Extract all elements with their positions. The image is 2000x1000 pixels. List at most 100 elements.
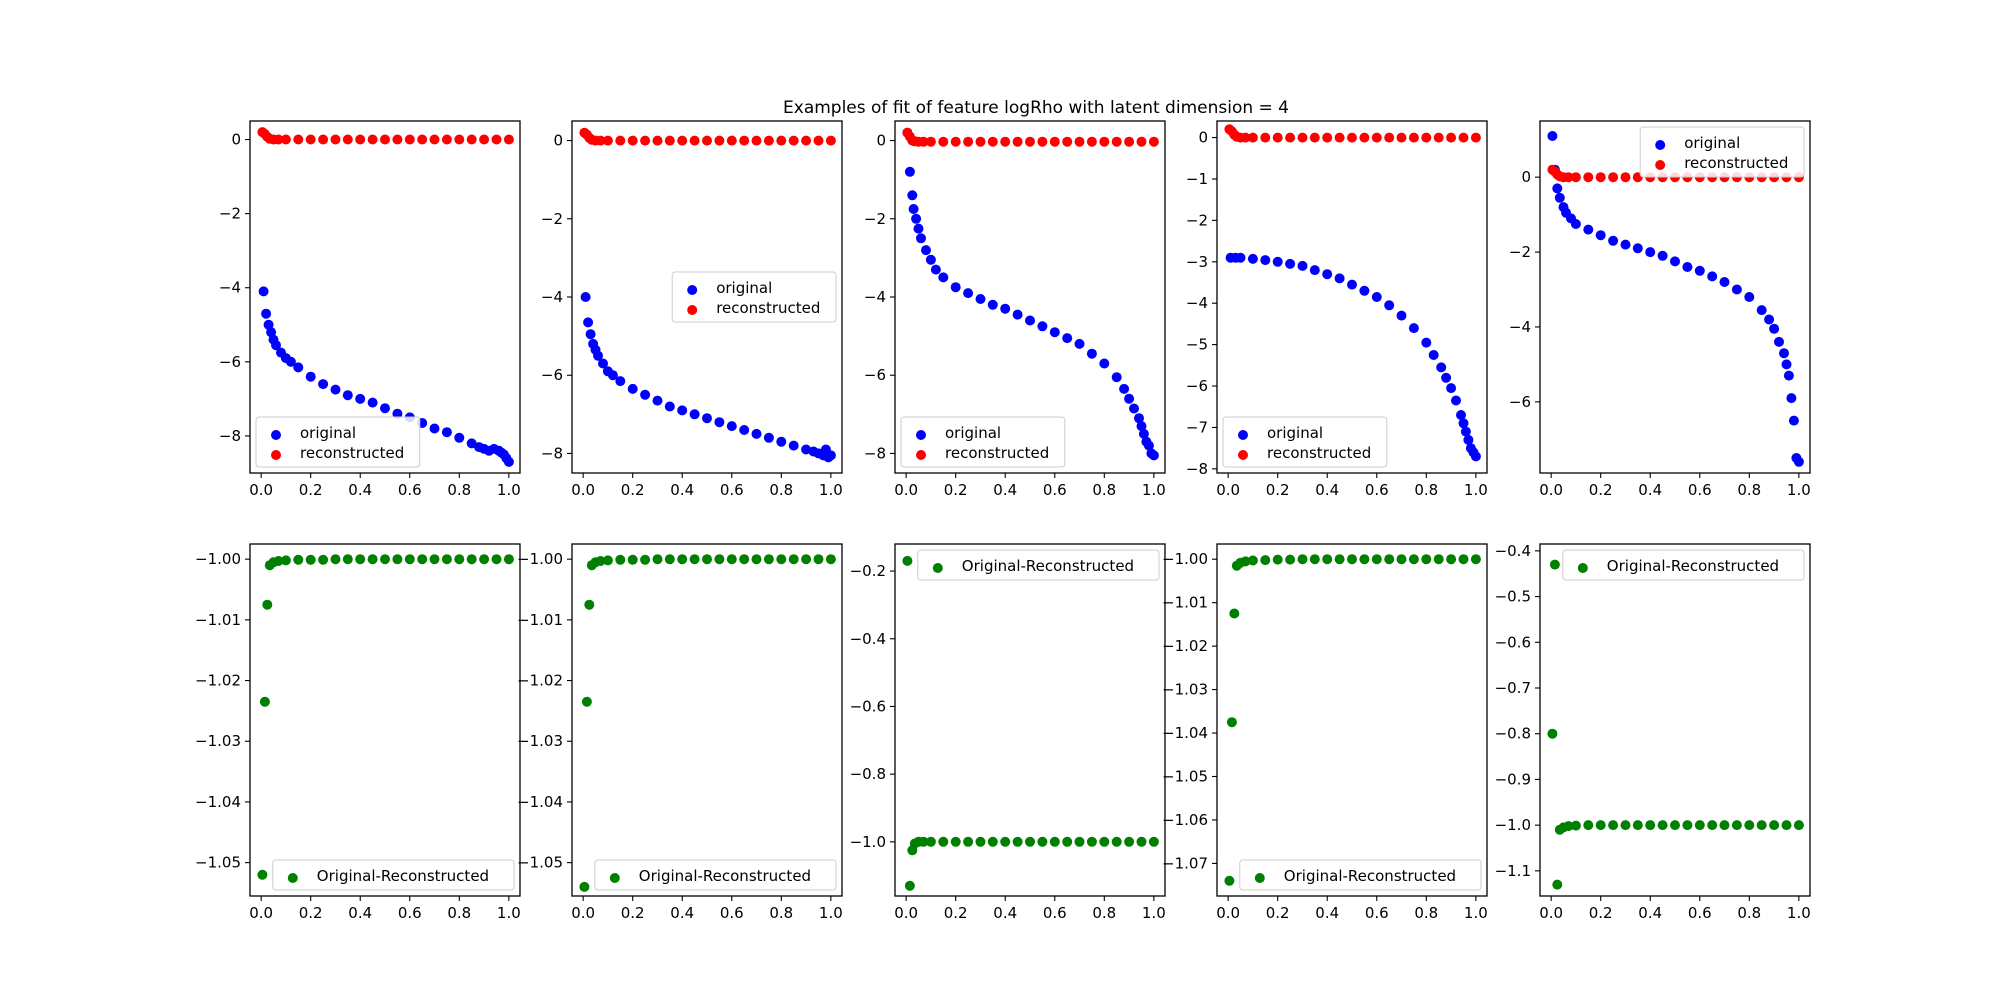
point-original [1309,265,1320,276]
point-original-reconstructed [726,554,737,565]
point-reconstructed [689,135,700,146]
subplot-0-1: 0.0 0.2 0.4 0.6 0.8 1.0 −8 −6 −4 −2 0 original recon… [541,120,843,499]
point-original-reconstructed [1224,875,1235,886]
point-reconstructed [1012,136,1023,147]
point-original-reconstructed [1012,836,1023,847]
legend-label: original [716,279,772,297]
x-tick-label: 0.8 [1737,481,1761,499]
y-tick-label: −1.04 [195,793,241,811]
x-tick-label: 1.0 [1787,904,1811,922]
y-tick-label: −8 [219,427,241,445]
point-original-reconstructed [380,554,390,565]
point-reconstructed [825,135,836,146]
point-original [1670,256,1680,267]
x-tick-label: 0.8 [1092,904,1116,922]
point-reconstructed [293,134,304,145]
x-tick-label: 1.0 [1787,481,1811,499]
point-original [1099,358,1110,369]
x-tick-label: 0.2 [1266,481,1290,499]
legend-label: reconstructed [1684,154,1788,172]
point-original-reconstructed [763,554,774,565]
point-original-reconstructed [367,554,378,565]
point-original-reconstructed [664,554,675,565]
point-original-reconstructed [1719,820,1730,831]
point-original-reconstructed [1297,554,1308,565]
point-reconstructed [1062,136,1073,147]
x-tick-label: 0.2 [621,904,645,922]
y-tick-label: 0 [1521,168,1531,186]
point-original [908,204,919,214]
legend-marker [271,430,281,440]
point-original [1441,372,1452,383]
point-original [342,390,353,401]
point-original-reconstructed [1744,820,1755,831]
legend-box [900,416,1066,468]
point-original-reconstructed [813,554,824,565]
point-original-reconstructed [602,555,613,566]
point-original [776,436,787,447]
point-original [285,356,296,367]
point-original-reconstructed [1049,836,1060,847]
legend-label: Original-Reconstructed [1607,557,1779,575]
point-original [1694,265,1705,276]
y-tick-label: −0.6 [1495,633,1531,651]
point-original [441,427,452,438]
point-original-reconstructed [1240,556,1251,567]
x-tick-label: 0.0 [571,904,595,922]
point-original [1062,333,1073,344]
legend-marker [609,873,620,883]
point-original [1781,359,1792,370]
point-original [1460,426,1471,437]
point-original-reconstructed [1446,554,1457,565]
point-original [689,409,700,420]
y-tick-label: −6 [1509,393,1531,411]
legend: Original-Reconstructed [272,859,515,891]
point-reconstructed [938,136,949,147]
x-tick-label: 0.0 [249,481,273,499]
point-original [1682,262,1693,272]
points [257,554,514,880]
point-original [1086,348,1097,359]
x-tick-label: 1.0 [819,481,843,499]
point-reconstructed [1086,136,1097,147]
point-original-reconstructed [355,554,366,565]
y-tick-label: −4 [864,288,886,306]
point-reconstructed [1309,132,1320,143]
point-original [1421,337,1432,348]
legend-box [272,859,515,891]
legend-label: Original-Reconstructed [1284,867,1456,885]
axes-frame [249,543,521,897]
point-reconstructed [1408,132,1419,143]
point-original [355,393,366,404]
axes-frame [1539,120,1811,474]
point-original [1451,395,1461,406]
points [1224,124,1481,462]
legend-box [1222,416,1388,468]
point-reconstructed [1049,136,1060,147]
x-tick-label: 0.2 [1589,904,1613,922]
point-original-reconstructed [417,554,428,565]
point-reconstructed [318,134,329,145]
point-original-reconstructed [1756,820,1767,831]
point-reconstructed [305,134,316,145]
point-original-reconstructed [640,554,651,565]
point-reconstructed [652,135,663,146]
y-tick-label: −1.04 [1162,724,1208,742]
legend-marker [287,873,298,883]
y-tick-label: −1.05 [1162,767,1208,785]
point-original [1774,336,1784,347]
y-tick-label: −1.00 [517,550,563,568]
point-reconstructed [1371,132,1382,143]
point-original [1000,303,1011,314]
point-original-reconstructed [1062,836,1073,847]
point-reconstructed [1620,172,1631,183]
point-reconstructed [380,134,390,145]
point-original-reconstructed [1563,821,1574,832]
point-reconstructed [1148,136,1159,147]
point-original-reconstructed [1458,554,1469,565]
point-original [751,428,762,439]
y-tick-label: −1.03 [195,732,241,750]
point-reconstructed [751,135,762,146]
point-original-reconstructed [950,836,961,847]
x-tick-label: 1.0 [1142,481,1166,499]
